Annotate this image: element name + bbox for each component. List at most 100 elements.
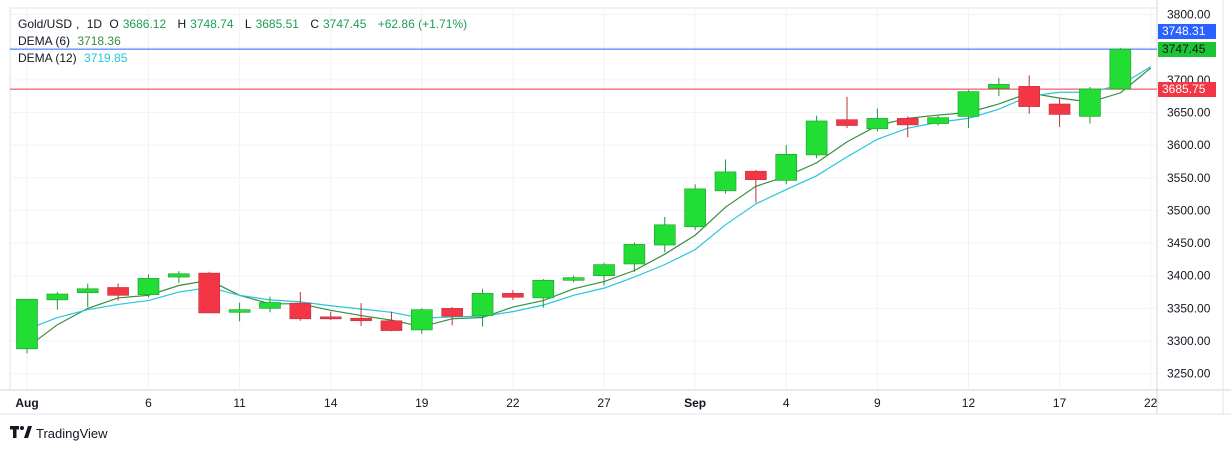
dema6-legend[interactable]: DEMA (6) 3718.36 [18,34,125,48]
y-tick-label: 3250.00 [1167,367,1211,381]
candle [1109,47,1132,90]
candle-body [46,293,69,301]
candle [441,307,463,326]
candle [471,288,494,327]
candle [957,90,980,129]
candle-body [319,316,342,320]
y-tick-label: 3550.00 [1167,171,1211,185]
interval-label: 1D [86,17,103,31]
candle-body [836,119,858,126]
candle [653,216,676,253]
x-tick-label: 22 [1144,396,1158,410]
candle [1048,98,1071,127]
grid-lines [0,0,1231,415]
open-key: O [109,17,119,31]
candle-body [957,91,980,117]
candle [46,292,69,310]
candle-body [714,171,737,192]
candle-body [896,118,919,126]
candle [1018,75,1041,114]
candle-body [350,317,372,322]
candle-body [16,298,38,350]
candle [896,116,919,138]
candle-body [1018,86,1041,107]
dema-line-slow [26,66,1151,330]
x-tick-label: 19 [415,396,429,410]
low-key: L [244,17,252,31]
candle [107,283,129,301]
candle [836,96,858,129]
candle [289,292,312,321]
x-tick-label: 14 [324,396,338,410]
candle-body [502,293,524,298]
candle [259,296,281,313]
open-value: 3686.12 [122,17,167,31]
candle [168,271,190,283]
dema12-name: DEMA (12) [18,51,77,65]
y-tick-label: 3800.00 [1167,8,1211,22]
y-tick-label: 3300.00 [1167,334,1211,348]
candle [593,262,615,286]
candle-body [623,244,646,265]
candle [745,169,767,203]
candle [562,275,585,283]
candle-body [411,309,433,331]
price-axis[interactable]: 3250.00 3300.00 3350.00 3400.00 3450.00 3500.… [1167,8,1211,381]
candle [502,290,524,300]
candle-body [532,279,555,299]
y-tick-label: 3500.00 [1167,203,1211,217]
x-tick-label: 9 [874,396,881,410]
candle-body [289,302,312,320]
change-value: +62.86 (+1.71%) [377,17,468,31]
candle [775,145,798,185]
candle [411,308,433,334]
candle [532,278,555,308]
dema6-value: 3718.36 [77,34,121,48]
candle [714,159,737,194]
candle [137,274,160,298]
y-tick-label: 3400.00 [1167,269,1211,283]
candle-body [653,224,676,246]
candle [805,115,828,159]
dema12-legend[interactable]: DEMA (12) 3719.85 [18,51,131,65]
tradingview-brand[interactable]: TradingView [10,426,108,441]
symbol-label: Gold/USD [18,17,73,31]
candle-body [441,308,463,317]
price-tag-top: 3748.31 [1158,24,1216,40]
candle-body [107,287,129,296]
candle-body [745,170,767,181]
low-label: L 3685.51 [245,17,303,31]
candle-body [1109,48,1132,90]
dema-lines [26,66,1152,349]
price-tag-last: 3747.45 [1158,42,1216,58]
candle [623,242,646,272]
dema-line-fast [26,67,1152,349]
y-tick-label: 3650.00 [1167,105,1211,119]
candle [350,303,372,327]
high-value: 3748.74 [190,17,234,31]
dema6-name: DEMA (6) [18,34,71,48]
x-tick-label: Sep [684,396,706,410]
candle [380,311,403,332]
low-value: 3685.51 [255,17,299,31]
dema12-value: 3719.85 [84,51,128,65]
open-label: O 3686.12 [109,17,170,31]
close-label: C 3747.45 [310,17,370,31]
candle-body [927,117,949,124]
candle [16,298,38,354]
candle [684,184,706,231]
candle [198,271,221,314]
time-axis[interactable]: Aug 6 11 14 19 22 27 Sep 4 9 12 17 22 [15,396,1157,410]
symbol-separator: , [76,17,80,31]
high-label: H 3748.74 [177,17,237,31]
candle-body [228,309,251,313]
candle-body [471,293,494,316]
candle-body [1079,88,1101,117]
candle-body [988,84,1010,89]
brand-name: TradingView [36,426,108,441]
high-key: H [177,17,187,31]
candle-body [593,264,615,277]
plot-frame [9,7,1158,391]
x-tick-label: 17 [1053,396,1067,410]
